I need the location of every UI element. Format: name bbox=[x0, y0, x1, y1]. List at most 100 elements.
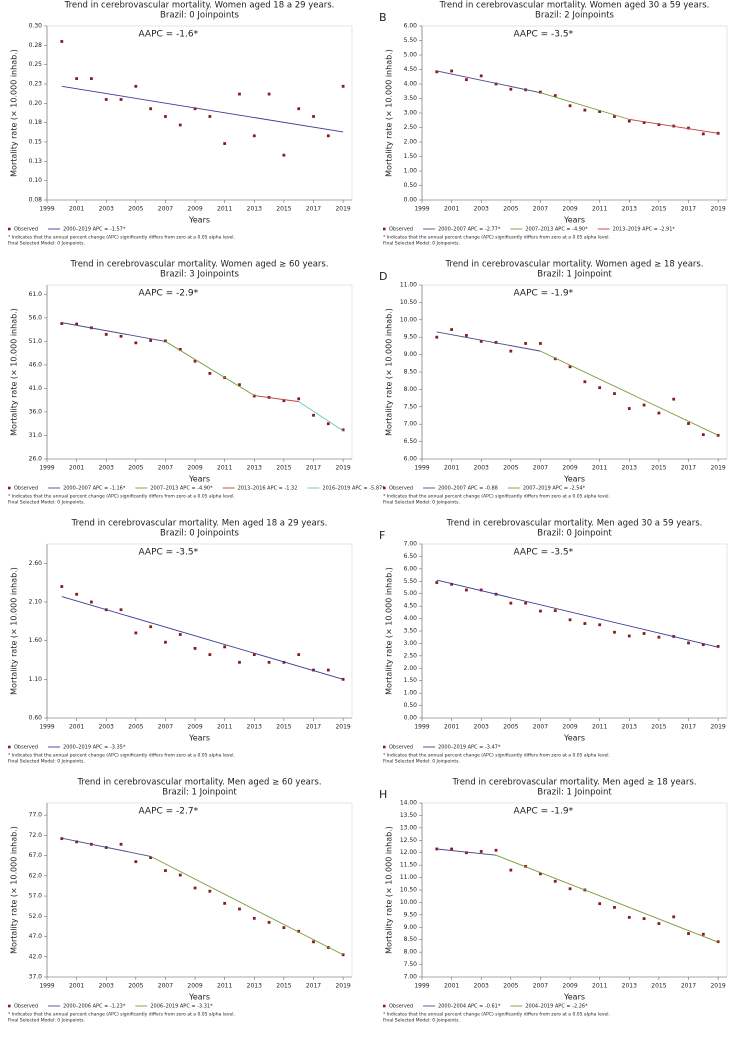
observed-point bbox=[465, 78, 468, 82]
trend-segment bbox=[629, 118, 719, 134]
trend-segment bbox=[540, 350, 719, 436]
observed-point bbox=[568, 365, 572, 369]
observed-point bbox=[627, 634, 631, 638]
observed-point bbox=[208, 653, 212, 656]
y-tick-label: 31.0 bbox=[29, 432, 43, 439]
y-tick-label: 51.0 bbox=[29, 338, 43, 345]
observed-point bbox=[598, 902, 602, 906]
observed-point bbox=[524, 601, 528, 605]
observed-point bbox=[627, 407, 631, 410]
observed-point bbox=[297, 653, 301, 656]
observed-point bbox=[104, 98, 108, 101]
x-tick-label: 2005 bbox=[128, 465, 143, 472]
observed-point bbox=[642, 632, 646, 635]
x-tick-label: 2007 bbox=[158, 983, 173, 990]
footnote: Final Selected Model: 0 Joinpoints. bbox=[383, 759, 460, 765]
observed-point bbox=[509, 868, 513, 872]
observed-point bbox=[134, 860, 138, 864]
legend-label: 2000–2007 APC = -1.16* bbox=[63, 486, 126, 492]
observed-point bbox=[223, 142, 227, 145]
observed-point bbox=[193, 359, 197, 363]
x-tick-label: 2003 bbox=[99, 724, 114, 731]
y-tick-label: 10.00 bbox=[400, 316, 417, 323]
chart-subtitle: Brazil: 1 Joinpoint bbox=[537, 270, 612, 280]
observed-point bbox=[267, 920, 271, 924]
y-tick-label: 4.50 bbox=[404, 66, 418, 73]
footnote: * Indicates that the annual percent chan… bbox=[8, 753, 235, 759]
observed-point bbox=[598, 386, 602, 390]
legend-label: 2013–2019 APC = -2.91* bbox=[613, 227, 676, 233]
x-tick-label: 2017 bbox=[306, 724, 321, 731]
y-tick-label: 4.00 bbox=[404, 81, 418, 88]
legend-label: Observed bbox=[14, 745, 38, 751]
legend-label: 2007–2019 APC = -2.54* bbox=[523, 486, 586, 492]
y-tick-label: 0.15 bbox=[29, 139, 43, 146]
x-tick-label: 2019 bbox=[710, 724, 725, 731]
y-tick-label: 0.00 bbox=[404, 715, 418, 722]
chart-title: Trend in cerebrovascular mortality. Wome… bbox=[64, 1, 335, 11]
observed-point bbox=[282, 153, 286, 157]
legend-label: 2004–2019 APC = -2.26* bbox=[525, 1004, 588, 1010]
legend-label: 2007–2013 APC = -4.90* bbox=[525, 227, 588, 233]
observed-point bbox=[75, 77, 79, 80]
y-tick-label: 0.13 bbox=[29, 158, 43, 165]
y-tick-label: 9.00 bbox=[404, 924, 418, 931]
y-tick-label: 12.00 bbox=[400, 849, 417, 856]
observed-point bbox=[479, 850, 483, 853]
observed-point bbox=[479, 588, 483, 592]
observed-point bbox=[657, 922, 661, 925]
y-tick-label: 0.28 bbox=[29, 42, 43, 49]
x-tick-label: 1999 bbox=[414, 724, 429, 731]
x-tick-label: 2015 bbox=[651, 206, 666, 213]
trend-segment bbox=[436, 70, 541, 94]
y-tick-label: 8.50 bbox=[404, 936, 418, 943]
x-tick-label: 2001 bbox=[69, 206, 84, 213]
y-tick-label: 5.00 bbox=[404, 52, 418, 59]
x-tick-label: 1999 bbox=[414, 983, 429, 990]
x-tick-label: 2005 bbox=[128, 724, 143, 731]
observed-point bbox=[312, 940, 315, 944]
y-tick-label: 0.23 bbox=[29, 81, 43, 88]
y-tick-label: 0.30 bbox=[29, 23, 43, 30]
trend-segment bbox=[61, 596, 344, 680]
observed-point bbox=[672, 915, 676, 919]
observed-point bbox=[238, 907, 241, 911]
x-tick-label: 2005 bbox=[128, 206, 143, 213]
observed-point bbox=[642, 121, 646, 124]
x-tick-label: 2001 bbox=[444, 206, 459, 213]
x-tick-label: 2001 bbox=[69, 465, 84, 472]
observed-point bbox=[479, 74, 483, 78]
observed-point bbox=[613, 115, 616, 118]
observed-point bbox=[450, 847, 454, 851]
x-tick-label: 2003 bbox=[474, 724, 489, 731]
footnote: * Indicates that the annual percent chan… bbox=[8, 235, 235, 241]
y-tick-label: 3.00 bbox=[404, 640, 418, 647]
observed-point bbox=[326, 668, 330, 672]
footnote: Final Selected Model: 0 Joinpoints. bbox=[383, 241, 460, 247]
aapc-annotation: AAPC = -2.7* bbox=[139, 807, 199, 817]
y-tick-label: 41.0 bbox=[29, 385, 43, 392]
x-axis-title: Years bbox=[563, 734, 585, 743]
y-tick-label: 2.10 bbox=[29, 599, 43, 606]
aapc-annotation: AAPC = -3.5* bbox=[139, 548, 199, 558]
x-tick-label: 2011 bbox=[217, 983, 232, 990]
x-tick-label: 2017 bbox=[681, 206, 696, 213]
observed-point bbox=[312, 115, 315, 118]
trend-segment bbox=[150, 856, 344, 956]
trend-segment bbox=[61, 837, 151, 857]
y-tick-label: 9.00 bbox=[404, 351, 418, 358]
observed-point bbox=[465, 334, 468, 337]
y-tick-label: 2.00 bbox=[404, 139, 418, 146]
y-tick-label: 2.50 bbox=[404, 652, 418, 659]
observed-point bbox=[642, 403, 646, 407]
footnote: * Indicates that the annual percent chan… bbox=[383, 1012, 610, 1018]
legend-label: 2000–2007 APC = -0.88 bbox=[438, 486, 498, 492]
y-tick-label: 42.0 bbox=[29, 953, 43, 960]
aapc-annotation: AAPC = -1.6* bbox=[139, 30, 199, 40]
observed-point bbox=[60, 322, 64, 325]
x-tick-label: 2003 bbox=[474, 206, 489, 213]
x-tick-label: 2015 bbox=[276, 983, 291, 990]
observed-point bbox=[60, 40, 64, 43]
observed-point bbox=[326, 134, 330, 138]
y-tick-label: 10.00 bbox=[400, 899, 417, 906]
